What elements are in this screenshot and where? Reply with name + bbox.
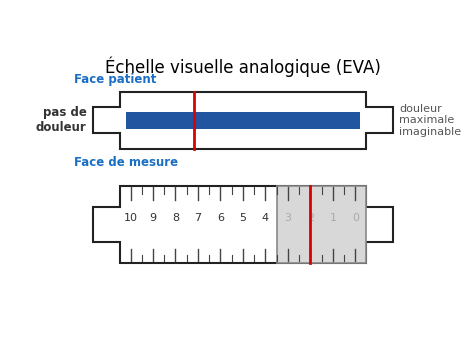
Text: 2: 2 — [307, 213, 314, 223]
Text: douleur
maximale
imaginable: douleur maximale imaginable — [399, 104, 461, 137]
Text: 8: 8 — [172, 213, 179, 223]
Text: 1: 1 — [329, 213, 337, 223]
Text: pas de
douleur: pas de douleur — [36, 106, 87, 135]
Polygon shape — [93, 186, 393, 263]
Text: 6: 6 — [217, 213, 224, 223]
Bar — [277, 186, 366, 263]
Text: Échelle visuelle analogique (EVA): Échelle visuelle analogique (EVA) — [105, 57, 381, 77]
Text: 5: 5 — [239, 213, 246, 223]
Text: 10: 10 — [124, 213, 137, 223]
Bar — [126, 112, 360, 129]
Text: 7: 7 — [194, 213, 201, 223]
Text: 3: 3 — [284, 213, 292, 223]
Polygon shape — [93, 91, 393, 150]
Text: Face de mesure: Face de mesure — [74, 156, 178, 169]
Text: 0: 0 — [352, 213, 359, 223]
Text: 4: 4 — [262, 213, 269, 223]
Text: Face patient: Face patient — [74, 73, 157, 86]
Text: 9: 9 — [149, 213, 156, 223]
